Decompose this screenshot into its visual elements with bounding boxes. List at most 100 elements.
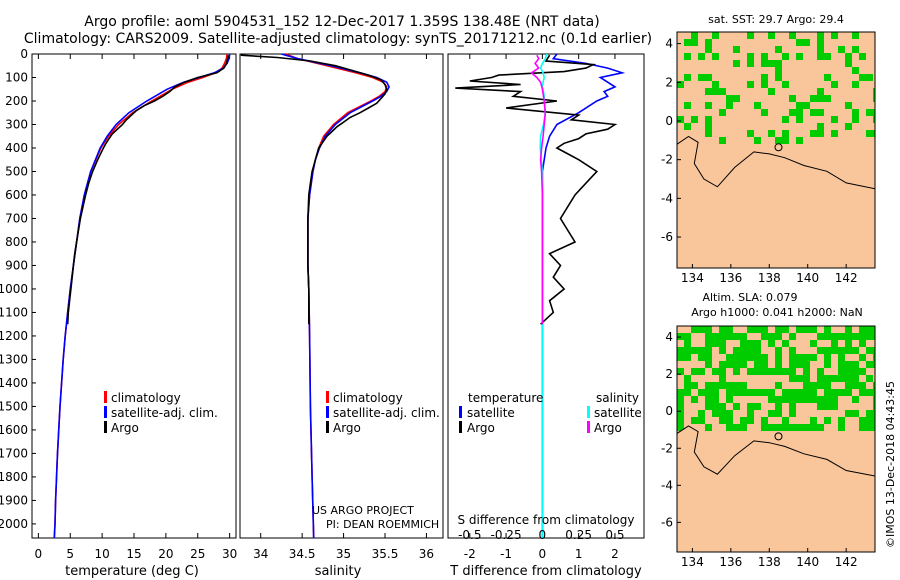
data-cell — [789, 389, 796, 396]
depth-tick-label: 800 — [5, 235, 28, 249]
data-cell — [831, 116, 838, 123]
data-cell — [740, 333, 747, 340]
sla-map: 134 136 138 140 142 4 2 0 -2 -4 -6 — [661, 325, 876, 569]
data-cell — [796, 424, 803, 431]
data-cell — [796, 53, 803, 60]
depth-axis: 0 100 200 300 400 500 600 700 800 900 1000 1100 1200… — [0, 47, 36, 531]
data-cell — [719, 88, 726, 95]
data-cell — [705, 102, 712, 109]
data-cell — [866, 333, 873, 340]
imos-watermark: ©IMOS 13-Dec-2018 04:43:45 — [884, 381, 897, 548]
data-cell — [831, 347, 838, 354]
data-cell — [824, 382, 831, 389]
series-t-satellite — [541, 53, 626, 538]
data-cell — [761, 424, 768, 431]
series-argo — [66, 55, 230, 325]
data-cell — [845, 123, 852, 130]
data-cell — [740, 354, 747, 361]
data-cell — [747, 326, 754, 333]
data-cell — [866, 74, 873, 81]
data-cell — [831, 130, 838, 137]
data-cell — [824, 53, 831, 60]
data-cell — [754, 354, 761, 361]
sst-map-title: sat. SST: 29.7 Argo: 29.4 — [708, 13, 844, 26]
data-cell — [768, 368, 775, 375]
data-cell — [810, 109, 817, 116]
data-cell — [768, 340, 775, 347]
data-cell — [845, 60, 852, 67]
data-cell — [768, 333, 775, 340]
data-cell — [705, 382, 712, 389]
data-cell — [873, 354, 875, 361]
data-cell — [859, 389, 866, 396]
data-cell — [838, 354, 845, 361]
data-cell — [677, 417, 684, 424]
data-cell — [740, 347, 747, 354]
data-cell — [726, 389, 733, 396]
x-tick-label: 20 — [158, 547, 173, 561]
data-cell — [796, 102, 803, 109]
coastline — [677, 135, 875, 268]
data-cell — [838, 389, 845, 396]
legend-t-argo-label: Argo — [467, 421, 495, 435]
x-tick-label: 35.5 — [372, 547, 399, 561]
x-tick-label: 1 — [575, 547, 583, 561]
t-difference-axis-label: T difference from climatology — [449, 564, 642, 579]
data-cell — [740, 424, 747, 431]
map-y-tick-label: -4 — [661, 478, 673, 492]
data-cell — [817, 403, 824, 410]
credit-project: US ARGO PROJECT — [312, 504, 414, 517]
data-cell — [866, 109, 873, 116]
data-cell — [796, 396, 803, 403]
data-cell — [845, 326, 852, 333]
data-cell — [824, 403, 831, 410]
data-cell — [712, 403, 719, 410]
argo-position-marker — [774, 432, 783, 441]
data-cell — [817, 123, 824, 130]
data-cell — [782, 368, 789, 375]
data-cell — [873, 424, 875, 431]
data-cell — [747, 389, 754, 396]
legend-t-satellite-label: satellite — [467, 406, 515, 420]
credit-pi: PI: DEAN ROEMMICH — [326, 518, 439, 531]
x-tick-label: 2 — [611, 547, 619, 561]
data-cell — [838, 347, 845, 354]
map-x-tick-label: 142 — [835, 555, 858, 569]
data-cell — [705, 39, 712, 46]
data-cell — [873, 347, 875, 354]
data-cell — [789, 424, 796, 431]
data-cell — [803, 396, 810, 403]
data-cell — [782, 396, 789, 403]
data-cell — [677, 368, 684, 375]
data-cell — [691, 347, 698, 354]
data-cell — [852, 67, 859, 74]
data-cell — [831, 32, 838, 39]
data-cell — [873, 417, 875, 424]
data-cell — [838, 361, 845, 368]
data-cell — [719, 361, 726, 368]
data-cell — [726, 396, 733, 403]
data-cell — [782, 417, 789, 424]
data-cell — [838, 333, 845, 340]
data-cell — [684, 53, 691, 60]
map-x-tick-label: 138 — [758, 555, 781, 569]
data-cell — [775, 137, 782, 144]
data-cell — [761, 368, 768, 375]
x-tick-label: 34 — [253, 547, 268, 561]
depth-tick-label: 200 — [5, 94, 28, 108]
map-y-tick-label: 4 — [665, 37, 673, 51]
x-tick-label: 5 — [66, 547, 74, 561]
data-cell — [789, 32, 796, 39]
series-argo — [240, 54, 388, 325]
data-cell — [852, 410, 859, 417]
x-tick-label: 34.5 — [289, 547, 316, 561]
data-cell — [824, 354, 831, 361]
data-cell — [698, 74, 705, 81]
x-tick-label: 36 — [419, 547, 434, 561]
data-cell — [810, 396, 817, 403]
depth-tick-label: 1700 — [0, 446, 28, 460]
data-cell — [698, 354, 705, 361]
data-cell — [733, 354, 740, 361]
data-cell — [775, 403, 782, 410]
data-cell — [866, 326, 873, 333]
